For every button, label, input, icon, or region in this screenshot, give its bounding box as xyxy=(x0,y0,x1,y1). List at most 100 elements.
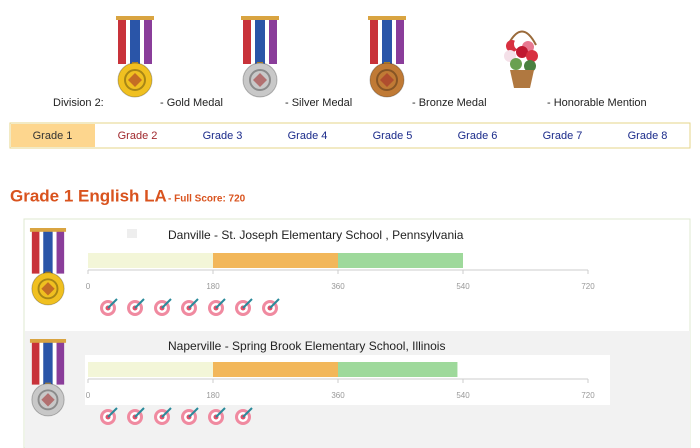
medal-inner xyxy=(124,69,146,91)
target-icon xyxy=(208,407,226,425)
basket xyxy=(510,70,534,88)
target-icon xyxy=(100,298,118,316)
tick-label: 0 xyxy=(86,282,91,291)
ribbon-stripe xyxy=(118,18,126,64)
ribbon-stripe xyxy=(39,340,44,385)
ribbon-stripe xyxy=(130,18,140,64)
flower xyxy=(526,50,538,62)
tab[interactable]: Grade 2 xyxy=(118,130,158,142)
tick-label: 180 xyxy=(206,282,220,291)
section-title: Grade 1 English LA xyxy=(10,186,167,205)
ribbon-stripe xyxy=(52,340,57,385)
dart xyxy=(269,298,280,309)
target-icon xyxy=(181,298,199,316)
legend-label: Division 2: xyxy=(53,97,104,109)
target-icon xyxy=(181,407,199,425)
target-icon xyxy=(100,407,118,425)
score-segment xyxy=(338,362,458,377)
dart xyxy=(161,407,172,418)
tab[interactable]: Grade 6 xyxy=(458,130,498,142)
dart xyxy=(242,298,253,309)
tab-active xyxy=(11,124,95,147)
score-segment xyxy=(88,362,213,377)
ribbon-stripe xyxy=(269,18,277,64)
medal-cross xyxy=(128,73,142,87)
ribbon-stripe xyxy=(392,18,396,64)
dart xyxy=(161,298,172,309)
tick-label: 540 xyxy=(456,391,470,400)
ribbon-stripe xyxy=(52,229,57,274)
medal-inner xyxy=(37,278,59,300)
medal-inner xyxy=(249,69,271,91)
score-segment xyxy=(338,253,463,268)
ribbon-stripe xyxy=(126,18,130,64)
dart xyxy=(134,407,145,418)
ribbon-stripe xyxy=(39,229,44,274)
ribbon-stripe xyxy=(43,229,53,274)
target-icon xyxy=(262,298,280,316)
score-segment xyxy=(213,253,338,268)
tick-label: 540 xyxy=(456,282,470,291)
legend-item: - Gold Medal xyxy=(160,97,223,109)
school-name: Danville - St. Joseph Elementary School … xyxy=(168,228,464,242)
ribbon-stripe xyxy=(243,18,251,64)
ribbon-clasp xyxy=(29,339,67,343)
dart xyxy=(215,298,226,309)
tick-label: 0 xyxy=(86,391,91,400)
tab[interactable]: Grade 4 xyxy=(288,130,328,142)
tick-label: 180 xyxy=(206,391,220,400)
dart xyxy=(107,298,118,309)
ribbon-stripe xyxy=(378,18,382,64)
dart xyxy=(134,298,145,309)
ribbon-stripe xyxy=(255,18,265,64)
target-icon xyxy=(127,407,145,425)
ribbon-stripe xyxy=(265,18,269,64)
medal-cross xyxy=(41,393,55,407)
flower xyxy=(510,58,522,70)
dart xyxy=(188,407,199,418)
ribbon-stripe xyxy=(144,18,152,64)
score-segment xyxy=(88,253,213,268)
target-icon xyxy=(235,407,253,425)
section-subtitle: - Full Score: 720 xyxy=(168,194,246,205)
legend-item: - Honorable Mention xyxy=(547,97,647,109)
ribbon-clasp xyxy=(368,16,406,20)
medal xyxy=(241,16,279,98)
ribbon-clasp xyxy=(29,228,67,232)
ribbon-stripe xyxy=(31,340,40,385)
tab[interactable]: Grade 1 xyxy=(33,130,73,142)
medal-cross xyxy=(253,73,267,87)
flower-basket xyxy=(504,30,538,88)
tab[interactable]: Grade 7 xyxy=(543,130,583,142)
medal xyxy=(29,339,67,417)
target-icon xyxy=(127,298,145,316)
medal-inner xyxy=(376,69,398,91)
ribbon-stripe xyxy=(251,18,255,64)
tick-label: 720 xyxy=(581,391,595,400)
tab[interactable]: Grade 3 xyxy=(203,130,243,142)
legend-item: - Silver Medal xyxy=(285,97,352,109)
tab[interactable]: Grade 5 xyxy=(373,130,413,142)
ribbon-clasp xyxy=(116,16,154,20)
ribbon-stripe xyxy=(56,340,65,385)
medal xyxy=(116,16,154,98)
target-icon xyxy=(154,407,172,425)
flower xyxy=(524,60,536,72)
medal-inner xyxy=(37,389,59,411)
ribbon-stripe xyxy=(382,18,392,64)
target-icon xyxy=(154,298,172,316)
medal-cross xyxy=(41,282,55,296)
placeholder-icon xyxy=(127,229,137,238)
ribbon-stripe xyxy=(370,18,378,64)
medal-cross xyxy=(380,73,394,87)
medal xyxy=(29,228,67,306)
school-name: Naperville - Spring Brook Elementary Sch… xyxy=(168,339,445,353)
tab-bar xyxy=(9,122,691,149)
tab[interactable]: Grade 8 xyxy=(628,130,668,142)
ribbon-stripe xyxy=(396,18,404,64)
flower xyxy=(516,46,528,58)
ribbon-stripe xyxy=(31,229,40,274)
tick-label: 360 xyxy=(331,391,345,400)
